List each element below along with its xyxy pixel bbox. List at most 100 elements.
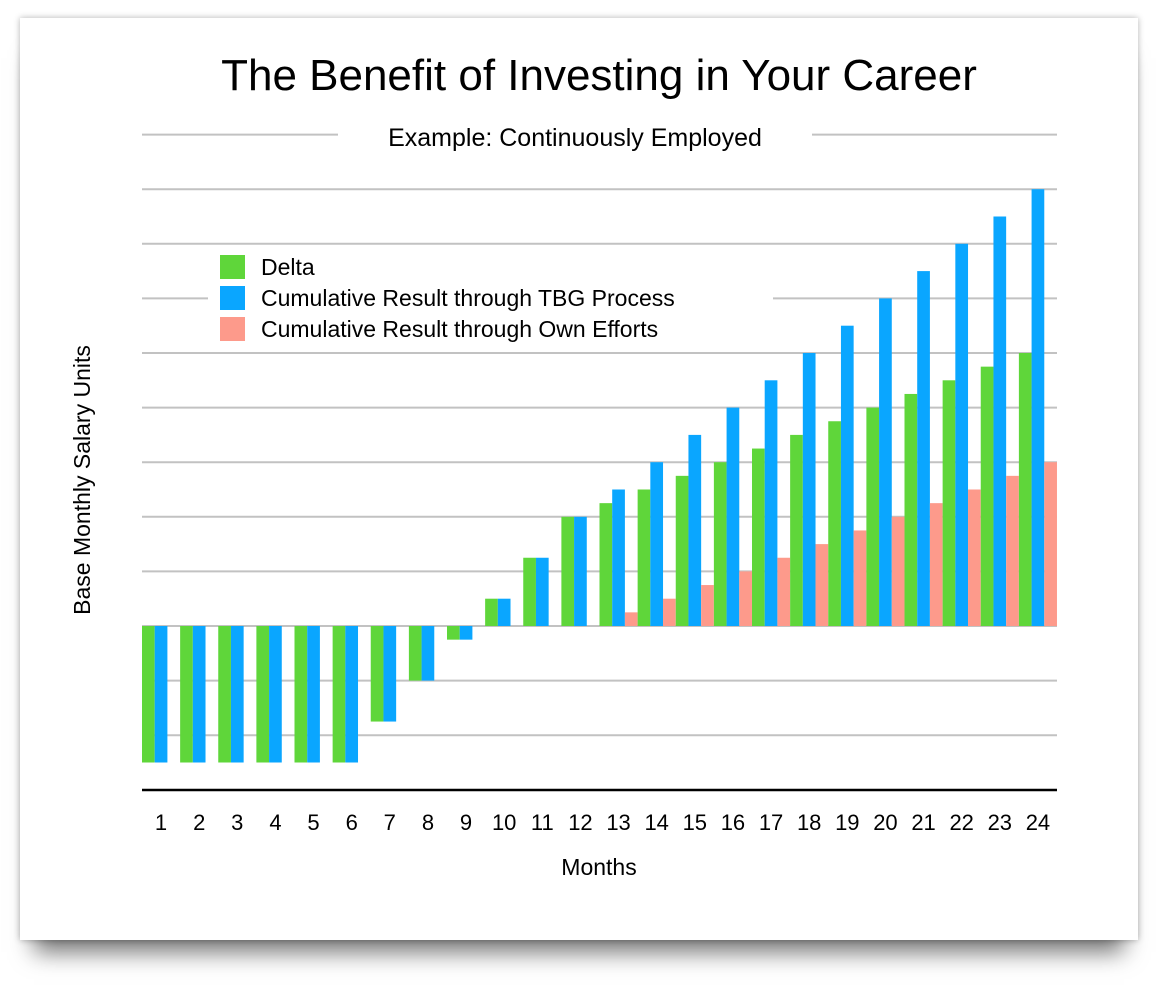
x-tick-label: 2 <box>193 810 205 835</box>
bar-delta-month-7 <box>370 626 384 722</box>
bar-delta-month-24 <box>1018 353 1032 626</box>
bar-delta-month-9 <box>447 626 460 640</box>
bar-cumulative-result-through-own-efforts-month-24 <box>1044 462 1057 626</box>
bar-delta-month-4 <box>256 626 270 763</box>
x-tick-label: 15 <box>683 810 707 835</box>
x-tick-label: 19 <box>835 810 859 835</box>
bar-delta-month-5 <box>294 626 308 763</box>
x-tick-label: 5 <box>307 810 319 835</box>
bar-cumulative-result-through-own-efforts-month-14 <box>663 598 676 626</box>
bar-cumulative-result-through-own-efforts-month-17 <box>777 557 791 626</box>
x-tick-label: 3 <box>231 810 243 835</box>
bar-delta-month-15 <box>675 475 689 626</box>
bar-cumulative-result-through-tbg-process-month-15 <box>688 434 702 626</box>
x-tick-label: 8 <box>422 810 434 835</box>
legend: Delta Cumulative Result through TBG Proc… <box>220 254 675 342</box>
x-tick-label: 21 <box>911 810 935 835</box>
bar-delta-month-17 <box>752 448 765 626</box>
x-tick-label: 13 <box>606 810 630 835</box>
chart-card: 1 2 3 4 5 6 7 8 9 10 11 12 13 14 15 16 17 18 19 20 21 22 23 24 … <box>20 18 1138 940</box>
x-tick-label: 16 <box>721 810 745 835</box>
bar-cumulative-result-through-own-efforts-month-18 <box>815 544 829 626</box>
bar-cumulative-result-through-tbg-process-month-23 <box>993 216 1007 626</box>
x-tick-label: 22 <box>949 810 973 835</box>
x-tick-label: 23 <box>988 810 1012 835</box>
bar-delta-month-22 <box>942 380 956 626</box>
legend-item-tbg-process: Cumulative Result through TBG Process <box>220 285 675 311</box>
x-tick-label: 17 <box>759 810 783 835</box>
bar-cumulative-result-through-tbg-process-month-7 <box>383 626 397 722</box>
bar-cumulative-result-through-own-efforts-month-13 <box>624 612 638 626</box>
bar-delta-month-23 <box>980 366 994 626</box>
x-tick-label: 11 <box>531 810 554 835</box>
chart-title: The Benefit of Investing in Your Career <box>221 51 977 100</box>
x-tick-label: 12 <box>568 810 592 835</box>
bar-cumulative-result-through-tbg-process-month-2 <box>192 626 206 763</box>
bar-cumulative-result-through-tbg-process-month-19 <box>840 325 854 626</box>
legend-label-delta: Delta <box>261 254 315 280</box>
legend-item-delta: Delta <box>220 254 315 280</box>
x-tick-label: 9 <box>460 810 472 835</box>
chart-subtitle: Example: Continuously Employed <box>388 124 762 152</box>
x-tick-label: 10 <box>492 810 516 835</box>
subtitle-background <box>338 116 812 160</box>
x-tick-label: 1 <box>155 810 167 835</box>
x-tick-label: 14 <box>644 810 668 835</box>
x-tick-labels: 1 2 3 4 5 6 7 8 9 10 11 12 13 14 15 16 17 18 19 20 21 22 23 24 <box>155 810 1050 835</box>
bar-cumulative-result-through-own-efforts-month-19 <box>853 530 867 626</box>
bar-cumulative-result-through-tbg-process-month-9 <box>459 626 473 640</box>
bar-delta-month-2 <box>180 626 193 763</box>
bar-delta-month-1 <box>142 626 155 763</box>
x-tick-label: 20 <box>873 810 897 835</box>
bar-cumulative-result-through-own-efforts-month-20 <box>891 516 905 626</box>
x-tick-label: 4 <box>269 810 281 835</box>
bar-cumulative-result-through-tbg-process-month-5 <box>307 626 320 763</box>
bar-cumulative-result-through-tbg-process-month-6 <box>345 626 359 763</box>
legend-swatch-tbg-process <box>220 286 245 310</box>
bar-cumulative-result-through-tbg-process-month-21 <box>917 271 930 626</box>
x-tick-label: 7 <box>384 810 396 835</box>
bar-cumulative-result-through-tbg-process-month-3 <box>230 626 244 763</box>
x-tick-label: 18 <box>797 810 821 835</box>
y-axis-label: Base Monthly Salary Units <box>69 345 95 615</box>
bar-delta-month-12 <box>561 516 575 626</box>
legend-label-own-efforts: Cumulative Result through Own Efforts <box>261 316 658 342</box>
bar-delta-month-14 <box>637 489 651 626</box>
bar-delta-month-18 <box>790 434 803 626</box>
bar-cumulative-result-through-tbg-process-month-24 <box>1031 189 1045 626</box>
bar-cumulative-result-through-tbg-process-month-8 <box>421 626 435 681</box>
bar-cumulative-result-through-tbg-process-month-22 <box>955 243 969 627</box>
x-tick-label: 24 <box>1026 810 1050 835</box>
legend-background <box>208 246 773 348</box>
bar-cumulative-result-through-tbg-process-month-11 <box>535 557 549 626</box>
x-tick-label: 6 <box>346 810 358 835</box>
legend-swatch-own-efforts <box>220 317 245 341</box>
bar-cumulative-result-through-tbg-process-month-17 <box>764 380 778 626</box>
bar-cumulative-result-through-own-efforts-month-22 <box>968 489 981 626</box>
legend-swatch-delta <box>220 255 245 279</box>
bar-delta-month-11 <box>523 557 536 626</box>
x-axis-label: Months <box>561 854 636 880</box>
bars <box>142 189 1057 763</box>
bar-cumulative-result-through-tbg-process-month-14 <box>650 462 664 626</box>
bar-delta-month-6 <box>332 626 346 763</box>
bar-delta-month-10 <box>485 598 498 626</box>
bar-delta-month-19 <box>828 421 841 626</box>
bar-cumulative-result-through-tbg-process-month-1 <box>154 626 168 763</box>
bar-cumulative-result-through-tbg-process-month-13 <box>612 489 625 626</box>
bar-cumulative-result-through-own-efforts-month-16 <box>739 571 752 626</box>
bar-cumulative-result-through-tbg-process-month-4 <box>269 626 282 763</box>
legend-label-tbg-process: Cumulative Result through TBG Process <box>261 285 675 311</box>
bar-delta-month-20 <box>866 407 880 626</box>
legend-item-own-efforts: Cumulative Result through Own Efforts <box>220 316 658 342</box>
bar-delta-month-3 <box>218 626 231 763</box>
bar-cumulative-result-through-own-efforts-month-23 <box>1006 475 1019 626</box>
bar-cumulative-result-through-tbg-process-month-12 <box>574 516 587 626</box>
bar-cumulative-result-through-tbg-process-month-10 <box>497 598 511 626</box>
bar-delta-month-13 <box>599 503 613 626</box>
bar-cumulative-result-through-tbg-process-month-18 <box>802 353 816 626</box>
bar-cumulative-result-through-tbg-process-month-20 <box>879 298 892 626</box>
bar-cumulative-result-through-own-efforts-month-15 <box>701 585 714 626</box>
chart: 1 2 3 4 5 6 7 8 9 10 11 12 13 14 15 16 17 18 19 20 21 22 23 24 … <box>69 51 1057 880</box>
bar-delta-month-21 <box>904 393 918 626</box>
